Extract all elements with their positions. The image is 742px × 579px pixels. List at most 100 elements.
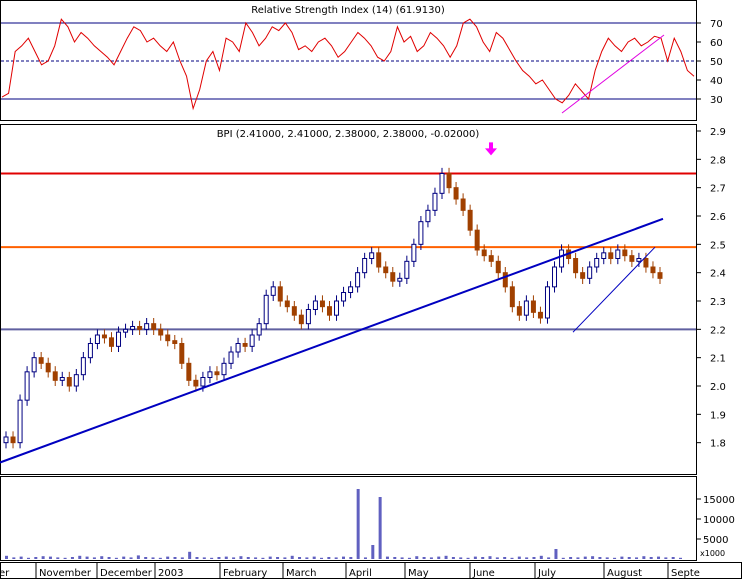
candle-body xyxy=(10,436,16,444)
candle-body xyxy=(151,323,157,330)
volume-bar xyxy=(356,489,360,559)
volume-bar xyxy=(144,557,148,559)
candle-body xyxy=(376,252,382,268)
candle-body xyxy=(17,399,23,444)
volume-unit-label: x1000 xyxy=(700,549,725,558)
volume-bar xyxy=(129,557,133,559)
rsi-title: Relative Strength Index (14) (61.9130) xyxy=(251,5,445,16)
volume-bar xyxy=(305,557,309,559)
candle-body xyxy=(552,266,558,288)
candle-body xyxy=(594,258,600,268)
volume-bar xyxy=(78,555,82,559)
candle-body xyxy=(481,249,487,257)
volume-bar xyxy=(532,557,536,559)
volume-bar xyxy=(56,557,60,559)
candle-body xyxy=(636,258,642,262)
candle-body xyxy=(200,377,206,387)
volume-bar xyxy=(188,551,192,559)
candle-body xyxy=(284,300,290,308)
volume-bar xyxy=(232,557,236,559)
candle-body xyxy=(488,255,494,262)
candle-body xyxy=(495,260,501,274)
candle-body xyxy=(559,249,565,268)
price-tick-label: 2.6 xyxy=(710,212,726,223)
volume-bar xyxy=(503,557,507,559)
candle-body xyxy=(179,343,185,364)
volume-bar xyxy=(635,557,639,559)
candle-body xyxy=(326,306,332,316)
x-axis-label: August xyxy=(607,568,642,579)
candle-body xyxy=(537,311,543,319)
price-tick-label: 2.7 xyxy=(710,184,726,195)
x-axis-label: Septe xyxy=(671,568,700,579)
x-axis-label: November xyxy=(39,568,92,579)
volume-bar xyxy=(136,555,140,559)
price-tick-label: 2.5 xyxy=(710,240,726,251)
price-tick-label: 2.2 xyxy=(710,325,726,336)
candle-body xyxy=(650,266,656,274)
volume-bar xyxy=(173,557,177,559)
volume-bar xyxy=(429,557,433,559)
volume-bar xyxy=(34,557,38,559)
price-tick-label: 2.1 xyxy=(710,354,726,365)
volume-bar xyxy=(620,556,624,559)
candle-body xyxy=(3,436,9,444)
volume-bar xyxy=(554,549,558,559)
rsi-trendline xyxy=(561,34,665,114)
candle-body xyxy=(383,266,389,274)
candle-body xyxy=(348,286,354,294)
volume-bar xyxy=(547,557,551,559)
volume-bar xyxy=(451,557,455,559)
candle-body xyxy=(453,187,459,200)
candle-body xyxy=(390,272,396,282)
candle-body xyxy=(580,272,586,279)
candle-body xyxy=(502,272,508,288)
volume-bar xyxy=(561,557,565,559)
candle-body xyxy=(249,334,255,347)
volume-bar xyxy=(63,557,67,559)
volume-bar xyxy=(539,555,543,559)
candle-body xyxy=(467,209,473,231)
candle-body xyxy=(228,351,234,364)
candle-body xyxy=(530,300,536,313)
candle-body xyxy=(298,314,304,325)
volume-bar xyxy=(114,557,118,559)
volume-bar xyxy=(246,557,250,559)
volume-bar xyxy=(473,556,477,559)
candle-body xyxy=(123,328,129,333)
volume-bar xyxy=(180,557,184,559)
x-axis-label: July xyxy=(537,568,556,579)
volume-bar xyxy=(92,557,96,559)
x-axis-label: December xyxy=(100,568,153,579)
x-axis-label: March xyxy=(286,568,316,579)
candle-body xyxy=(94,334,100,344)
volume-bar xyxy=(481,557,485,559)
candle-body xyxy=(474,229,480,251)
rsi-tick-label: 60 xyxy=(710,38,723,49)
volume-bar xyxy=(70,557,74,559)
volume-bar xyxy=(671,557,675,559)
candle-body xyxy=(369,252,375,259)
volume-bar xyxy=(85,556,89,559)
candle-body xyxy=(608,252,614,259)
candle-body xyxy=(277,286,283,302)
volume-bar xyxy=(466,557,470,559)
volume-bar xyxy=(261,557,265,559)
candle-body xyxy=(355,272,361,288)
volume-bar xyxy=(422,557,426,559)
candle-body xyxy=(80,357,86,376)
candle-body xyxy=(460,198,466,211)
candle-body xyxy=(601,252,607,259)
rsi-tick-label: 50 xyxy=(710,57,723,68)
volume-bar xyxy=(224,556,228,559)
candle-body xyxy=(362,258,368,274)
volume-bar xyxy=(510,557,514,559)
candle-body xyxy=(305,309,311,325)
price-trendline xyxy=(0,217,664,464)
candle-body xyxy=(31,357,37,373)
x-axis-label: er xyxy=(0,568,10,579)
volume-bar xyxy=(217,557,221,559)
rsi-series-line xyxy=(1,18,695,111)
volume-panel xyxy=(0,476,697,561)
